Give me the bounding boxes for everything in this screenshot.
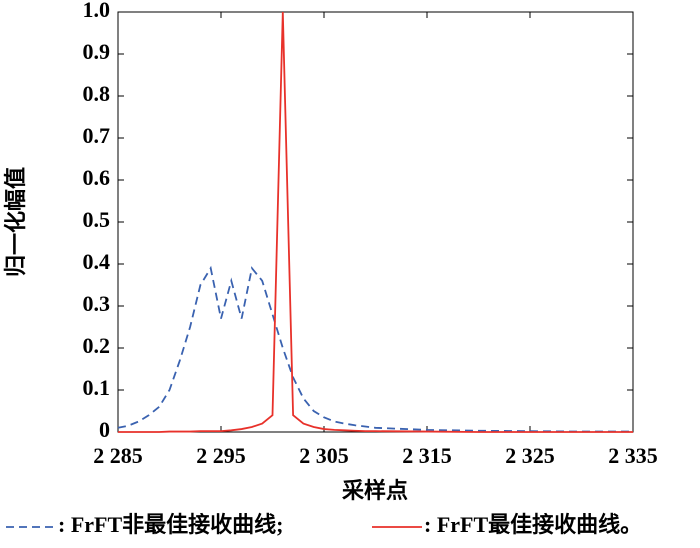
y-tick-label: 0.2 <box>83 333 111 358</box>
legend-label: : FrFT最佳接收曲线。 <box>424 512 642 537</box>
y-tick-label: 0.3 <box>83 291 111 316</box>
y-tick-label: 0.7 <box>83 123 111 148</box>
y-tick-label: 0.6 <box>83 165 111 190</box>
y-tick-label: 0.9 <box>83 39 111 64</box>
series-line <box>117 265 633 433</box>
y-tick-label: 0.5 <box>83 207 111 232</box>
x-tick-label: 2 305 <box>299 443 349 468</box>
x-axis-label: 采样点 <box>342 478 408 503</box>
y-axis-label: 归一化幅值 <box>3 167 28 277</box>
legend-label: : FrFT非最佳接收曲线; <box>58 512 283 537</box>
x-tick-label: 2 335 <box>608 443 658 468</box>
x-tick-label: 2 295 <box>196 443 246 468</box>
y-tick-label: 0.4 <box>83 249 111 274</box>
x-tick-label: 2 315 <box>402 443 452 468</box>
plot-frame <box>117 11 634 433</box>
y-tick-label: 0.1 <box>83 375 111 400</box>
series-line <box>118 11 633 433</box>
y-tick-label: 0 <box>99 417 110 442</box>
y-tick-label: 0.8 <box>83 81 111 106</box>
x-tick-label: 2 285 <box>93 443 143 468</box>
y-tick-label: 1.0 <box>83 0 111 22</box>
x-tick-label: 2 325 <box>505 443 555 468</box>
